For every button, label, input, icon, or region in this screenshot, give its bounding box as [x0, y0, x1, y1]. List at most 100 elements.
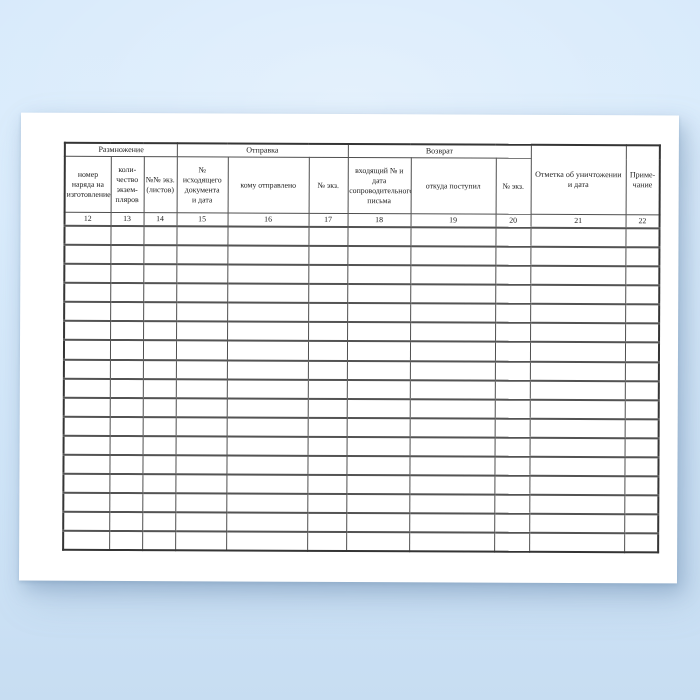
empty-cell	[529, 494, 625, 515]
empty-cell	[143, 302, 177, 322]
empty-cell	[109, 435, 143, 456]
column-header-copy-no-dispatch: № экз.	[308, 157, 348, 214]
empty-cell	[307, 341, 348, 361]
column-header-copy-numbers: №№ экз. (листов)	[143, 156, 177, 214]
column-header-incoming-letter: входящий № и дата сопроводительного пись…	[347, 157, 411, 215]
empty-cell	[63, 531, 110, 551]
empty-cell	[109, 340, 144, 360]
empty-cell	[308, 322, 348, 342]
empty-cell	[226, 417, 308, 437]
empty-cell	[176, 321, 228, 341]
empty-row	[64, 225, 660, 248]
empty-cell	[226, 398, 308, 418]
empty-cell	[307, 398, 347, 418]
empty-cell	[176, 264, 228, 284]
empty-cell	[109, 359, 143, 379]
empty-row	[64, 302, 660, 324]
empty-cell	[143, 225, 177, 246]
empty-cell	[410, 227, 496, 247]
empty-cell	[409, 513, 495, 534]
empty-row	[64, 321, 660, 343]
empty-cell	[494, 342, 531, 362]
empty-cell	[495, 303, 531, 324]
empty-cell	[494, 437, 530, 457]
empty-cell	[175, 397, 227, 418]
empty-cell	[110, 283, 144, 303]
empty-cell	[175, 493, 227, 513]
empty-cell	[64, 263, 111, 284]
empty-cell	[529, 456, 625, 477]
empty-cell	[410, 284, 496, 304]
empty-cell	[625, 266, 660, 286]
empty-cell	[530, 323, 626, 343]
empty-cell	[142, 512, 176, 532]
empty-cell	[346, 398, 410, 419]
empty-row	[63, 531, 659, 553]
empty-cell	[347, 303, 411, 323]
empty-row	[63, 454, 659, 477]
empty-cell	[63, 416, 110, 436]
empty-cell	[226, 360, 308, 380]
empty-cell	[63, 340, 111, 360]
empty-cell	[175, 531, 227, 551]
empty-cell	[529, 514, 625, 534]
empty-cell	[227, 245, 309, 265]
column-number: 13	[110, 212, 144, 226]
empty-row	[63, 492, 659, 515]
empty-cell	[530, 246, 626, 267]
empty-cell	[495, 246, 531, 266]
empty-cell	[63, 378, 110, 398]
empty-cell	[530, 284, 626, 305]
empty-cell	[529, 533, 625, 553]
empty-cell	[142, 340, 177, 360]
empty-row	[63, 435, 659, 458]
empty-cell	[109, 397, 143, 417]
empty-cell	[347, 265, 411, 285]
empty-cell	[624, 438, 659, 458]
group-header-reproduction: Размножение	[64, 142, 177, 158]
empty-cell	[142, 416, 176, 437]
empty-cell	[624, 533, 659, 553]
empty-cell	[226, 531, 308, 552]
empty-cell	[227, 302, 309, 323]
empty-cell	[226, 340, 309, 361]
empty-cell	[109, 493, 143, 513]
empty-cell	[410, 322, 496, 343]
empty-cell	[495, 227, 531, 247]
empty-cell	[308, 226, 348, 246]
empty-cell	[347, 322, 411, 342]
empty-cell	[346, 341, 411, 361]
empty-cell	[494, 361, 531, 381]
empty-cell	[624, 380, 659, 401]
empty-cell	[624, 457, 659, 477]
empty-cell	[176, 226, 228, 246]
empty-cell	[346, 494, 410, 514]
empty-cell	[175, 359, 227, 380]
empty-cell	[409, 532, 495, 553]
empty-cell	[227, 321, 309, 342]
empty-cell	[624, 476, 659, 496]
empty-cell	[63, 512, 110, 532]
empty-cell	[143, 245, 177, 265]
empty-cell	[63, 492, 110, 513]
empty-row	[63, 340, 660, 362]
registration-journal-table: Размножение Отправка Возврат Отметка об …	[62, 141, 661, 554]
empty-cell	[346, 417, 410, 438]
empty-cell	[64, 321, 111, 341]
empty-cell	[307, 379, 347, 399]
column-header-destruction-mark: Отметка об уничтожении и дата	[530, 144, 626, 216]
group-header-dispatch: Отправка	[176, 143, 348, 158]
empty-cell	[409, 360, 495, 381]
empty-cell	[307, 436, 347, 457]
empty-cell	[143, 321, 177, 341]
empty-cell	[142, 359, 176, 379]
empty-cell	[176, 283, 228, 303]
empty-cell	[347, 284, 411, 304]
empty-cell	[529, 475, 625, 496]
empty-cell	[624, 495, 659, 515]
paper-sheet: Размножение Отправка Возврат Отметка об …	[18, 112, 680, 584]
empty-cell	[176, 245, 228, 265]
empty-cell	[347, 226, 411, 247]
column-number: 20	[495, 214, 531, 228]
